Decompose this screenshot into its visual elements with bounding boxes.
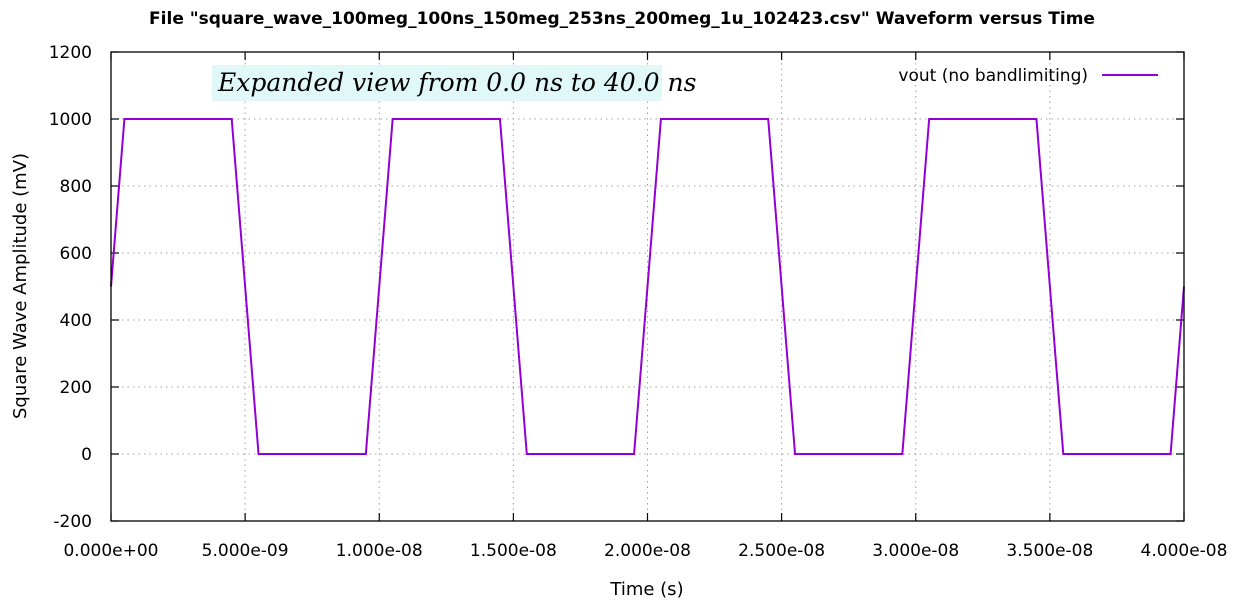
x-axis-label: Time (s) (609, 579, 683, 600)
y-tick-label: 600 (60, 244, 92, 264)
y-tick-labels: -200 0 200 400 600 800 1000 1200 (49, 43, 92, 532)
x-tick-label: 5.000e-09 (202, 541, 289, 561)
y-axis-label: Square Wave Amplitude (mV) (10, 153, 31, 419)
y-tick-label: 800 (60, 177, 92, 197)
x-tick-label: 2.000e-08 (604, 541, 691, 561)
chart-title: File "square_wave_100meg_100ns_150meg_25… (149, 9, 1095, 29)
y-tick-label: 0 (81, 445, 92, 465)
y-tick-label: 200 (60, 378, 92, 398)
y-tick-label: -200 (53, 512, 92, 532)
x-tick-label: 2.500e-08 (738, 541, 825, 561)
y-tick-label: 400 (60, 311, 92, 331)
y-tick-label: 1200 (49, 43, 92, 63)
annotation-background (212, 65, 662, 101)
y-tick-label: 1000 (49, 110, 92, 130)
grid (111, 52, 1184, 521)
legend-label: vout (no bandlimiting) (898, 66, 1088, 86)
x-tick-label: 3.500e-08 (1006, 541, 1093, 561)
x-tick-label: 0.000e+00 (63, 541, 158, 561)
annotation-text: Expanded view from 0.0 ns to 40.0 ns (217, 68, 696, 97)
x-tick-labels: 0.000e+00 5.000e-09 1.000e-08 1.500e-08 2.00… (63, 541, 1227, 561)
x-tick-label: 3.000e-08 (872, 541, 959, 561)
plot-frame (110, 51, 1185, 522)
x-tick-label: 4.000e-08 (1141, 541, 1228, 561)
series-line-vout (110, 118, 1185, 455)
x-tick-label: 1.500e-08 (470, 541, 557, 561)
x-tick-label: 1.000e-08 (336, 541, 423, 561)
